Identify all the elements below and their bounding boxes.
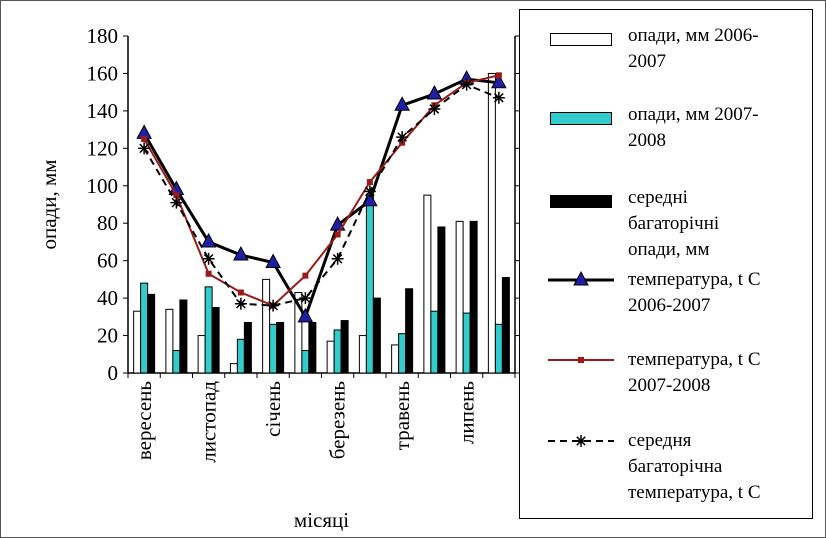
line-series-1 [142, 77, 500, 319]
bar-1 [133, 310, 142, 374]
bar-1 [423, 194, 432, 374]
line-series-3 [143, 83, 500, 307]
y-tick-label: 0 [108, 361, 119, 385]
x-tick-label: березень [326, 381, 350, 459]
point-square [366, 179, 373, 186]
bar-2 [333, 329, 342, 374]
point-triangle [233, 245, 249, 261]
y-tick-label: 100 [87, 174, 119, 198]
y-axis-title: опади, мм [37, 159, 61, 249]
bar-2 [172, 350, 181, 374]
point-square [495, 72, 502, 79]
legend-label: середня багаторічна температура, t С [628, 430, 761, 503]
point-triangle [200, 232, 217, 248]
x-tick-label: листопад [197, 381, 221, 463]
legend-label: температура, t С 2006-2007 [628, 269, 761, 316]
legend-label: середні багаторічні опади, мм [628, 187, 720, 260]
bar-1 [326, 340, 335, 374]
point-star [460, 78, 473, 91]
legend-label: опади, мм 2006- 2007 [628, 25, 759, 72]
legend-label: опади, мм 2007- 2008 [628, 104, 759, 151]
y-tick-label: 80 [97, 211, 118, 235]
bar-2 [301, 350, 310, 374]
bar-2 [462, 312, 471, 374]
point-square [141, 135, 148, 142]
bar-3 [469, 220, 478, 374]
point-triangle [394, 96, 410, 111]
bar-1 [165, 308, 174, 374]
legend-swatch-star-dashed-line [548, 435, 614, 447]
bar-1 [262, 278, 271, 374]
point-triangle [491, 73, 507, 89]
point-star [492, 91, 505, 104]
bar-3 [405, 288, 414, 374]
point-square [334, 231, 341, 238]
bar-1 [391, 344, 400, 374]
bar-1 [229, 363, 238, 374]
y-tick-label: 120 [87, 136, 119, 160]
bar-3 [372, 297, 381, 374]
point-star [170, 196, 183, 209]
legend-swatch-black-bar [550, 195, 612, 208]
bar-1 [358, 335, 367, 374]
point-star [138, 142, 151, 155]
bar-3 [147, 293, 156, 374]
bar-3 [437, 226, 446, 374]
point-star [202, 252, 215, 265]
y-tick-label: 140 [87, 99, 119, 123]
bar-2 [398, 333, 407, 374]
point-star [396, 131, 409, 144]
point-square [237, 289, 244, 296]
point-star [234, 297, 247, 310]
legend-label: температура, t С 2007-2008 [628, 349, 761, 396]
bar-2 [236, 338, 245, 374]
point-square [205, 270, 212, 277]
point-square [302, 272, 309, 279]
point-square [173, 192, 180, 199]
legend-swatch-square-line [548, 357, 614, 363]
chart-legend: опади, мм 2006- 2007 опади, мм 2007- 200… [519, 9, 813, 519]
bar-1 [294, 291, 303, 374]
point-triangle [297, 307, 314, 323]
point-star [299, 292, 312, 305]
bar-2 [430, 310, 439, 374]
point-star [363, 185, 376, 198]
bar-2 [494, 323, 503, 374]
bar-2 [365, 194, 374, 374]
legend-swatch-triangle-line [548, 270, 614, 286]
bar-2 [140, 282, 149, 374]
x-tick-label: січень [261, 381, 285, 437]
bar-3 [501, 277, 510, 374]
point-triangle [329, 216, 346, 231]
legend-swatch-white-bar [550, 33, 612, 46]
line-series-2 [143, 74, 500, 307]
bar-3 [340, 320, 349, 374]
point-triangle [265, 253, 281, 269]
point-triangle [426, 84, 443, 100]
point-star [428, 103, 441, 116]
bar-3 [243, 321, 252, 374]
bar-2 [269, 323, 278, 374]
point-star [267, 299, 280, 312]
bar-1 [197, 335, 206, 374]
bar-1 [487, 72, 496, 374]
x-tick-label: липень [455, 381, 479, 444]
x-tick-label: вересень [132, 381, 156, 460]
bar-3 [179, 299, 188, 374]
bar-3 [308, 321, 317, 374]
x-tick-label: травень [390, 381, 414, 450]
point-star [331, 252, 344, 265]
y-tick-label: 20 [97, 324, 118, 348]
bar-2 [204, 286, 213, 374]
y-tick-label: 60 [97, 249, 118, 273]
y-tick-label: 180 [87, 24, 119, 48]
bar-1 [455, 220, 464, 374]
y-tick-label: 40 [97, 286, 118, 310]
y-tick-label: 160 [87, 61, 119, 85]
bar-3 [276, 321, 285, 374]
bar-3 [211, 306, 220, 374]
legend-swatch-cyan-bar [550, 112, 612, 125]
x-axis-title: місяці [294, 508, 349, 532]
